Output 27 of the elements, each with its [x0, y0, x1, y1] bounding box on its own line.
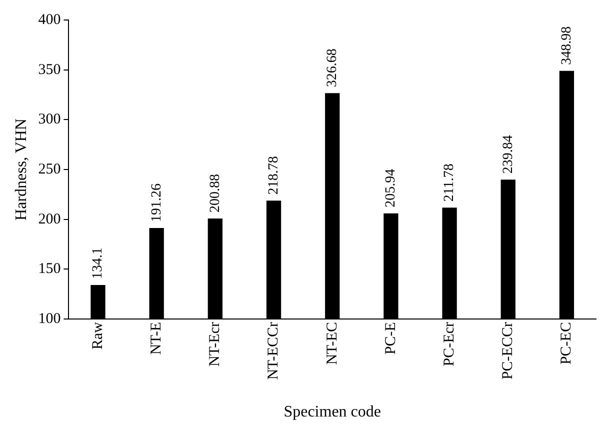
x-tick-label: PC-Ecr — [441, 322, 458, 366]
data-label: 205.94 — [384, 168, 399, 208]
x-tick-label: PC-ECCr — [500, 322, 516, 380]
x-tick-label: NT-Ecr — [207, 322, 224, 366]
data-label: 200.88 — [208, 174, 223, 212]
data-label: 191.26 — [149, 184, 164, 222]
y-tick-label: 200 — [38, 211, 61, 228]
data-label: 326.68 — [325, 48, 340, 88]
data-label: 239.84 — [500, 135, 516, 174]
x-tick-label: PC-E — [382, 322, 399, 355]
x-axis-title: Specimen code — [284, 404, 381, 421]
data-label: 211.78 — [442, 164, 458, 202]
x-tick-label: PC-EC — [558, 322, 575, 365]
y-tick-label: 100 — [38, 310, 61, 327]
data-label: 134.1 — [90, 248, 106, 280]
data-label: 348.98 — [559, 26, 574, 65]
x-tick-label: Raw — [90, 322, 106, 350]
x-tick-label: NT-ECCr — [266, 322, 282, 380]
x-tick-label: NT-EC — [324, 322, 340, 365]
y-axis-title: Hardness, VHN — [12, 118, 30, 220]
y-tick-label: 350 — [38, 62, 61, 78]
x-tick-label: NT-E — [148, 322, 165, 355]
y-tick-label: 150 — [38, 261, 61, 278]
y-tick-label: 300 — [38, 112, 61, 128]
y-tick-label: 250 — [38, 161, 61, 178]
data-label: 218.78 — [266, 156, 282, 195]
y-tick-label: 400 — [38, 12, 61, 28]
